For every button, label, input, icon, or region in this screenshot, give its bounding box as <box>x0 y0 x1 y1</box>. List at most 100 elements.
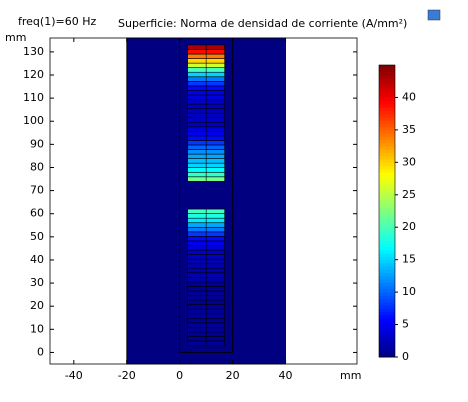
colorbar-swatch <box>379 249 395 254</box>
colorbar-swatch <box>379 129 395 134</box>
colorbar-swatch <box>379 269 395 274</box>
y-tick-label: 70 <box>30 184 44 197</box>
colorbar-swatch <box>379 340 395 345</box>
colorbar-swatch <box>379 211 395 215</box>
colorbar-tick-label: 30 <box>402 155 416 168</box>
export-icon <box>427 9 441 21</box>
colorbar-swatch <box>379 165 395 170</box>
colorbar-swatch <box>379 243 395 248</box>
colorbar-swatch <box>379 168 395 173</box>
x-tick-label: 20 <box>226 369 240 382</box>
colorbar-swatch <box>379 110 395 115</box>
colorbar-swatch <box>379 350 395 355</box>
colorbar-swatch <box>379 172 395 176</box>
colorbar-swatch <box>379 162 395 167</box>
colorbar-swatch <box>379 288 395 293</box>
colorbar-swatch <box>379 97 395 102</box>
y-tick-label: 100 <box>23 114 44 127</box>
colorbar-swatch <box>379 149 395 154</box>
colorbar-swatch <box>379 344 395 348</box>
colorbar-tick-label: 10 <box>402 285 416 298</box>
colorbar-swatch <box>379 181 395 186</box>
colorbar-swatch <box>379 103 395 108</box>
y-tick-label: 0 <box>37 345 44 358</box>
colorbar-swatch <box>379 347 395 352</box>
colorbar-swatch <box>379 81 395 85</box>
y-tick-label: 10 <box>30 322 44 335</box>
x-axis-label: mm <box>340 369 361 382</box>
colorbar-swatch <box>379 155 395 160</box>
colorbar-swatch <box>379 107 395 111</box>
coil-box <box>179 38 234 353</box>
colorbar-swatch <box>379 334 395 339</box>
colorbar-swatch <box>379 240 395 244</box>
x-tick-label: -20 <box>118 369 136 382</box>
colorbar-swatch <box>379 120 395 124</box>
colorbar-swatch <box>379 68 395 72</box>
chart-title: Superficie: Norma de densidad de corrien… <box>118 17 407 30</box>
colorbar-swatch <box>379 256 395 261</box>
colorbar-swatch <box>379 305 395 309</box>
colorbar-swatch <box>379 217 395 222</box>
plot-frame <box>49 37 358 365</box>
colorbar-swatch <box>379 214 395 218</box>
colorbar-swatch <box>379 100 395 105</box>
colorbar-swatch <box>379 113 395 118</box>
colorbar-tick-label: 25 <box>402 188 416 201</box>
y-tick-label: 30 <box>30 276 44 289</box>
colorbar-swatch <box>379 353 395 358</box>
colorbar-swatch <box>379 314 395 319</box>
colorbar-swatch <box>379 146 395 150</box>
x-tick-label: 40 <box>279 369 293 382</box>
colorbar-swatch <box>379 133 395 137</box>
y-tick-label: 120 <box>23 68 44 81</box>
colorbar-swatch <box>379 116 395 121</box>
y-tick-label: 50 <box>30 230 44 243</box>
colorbar-swatch <box>379 159 395 163</box>
colorbar-swatch <box>379 295 395 300</box>
colorbar-swatch <box>379 94 395 98</box>
colorbar-swatch <box>379 318 395 322</box>
colorbar-swatch <box>379 227 395 231</box>
colorbar-swatch <box>379 136 395 141</box>
y-tick-label: 20 <box>30 299 44 312</box>
colorbar-swatch <box>379 87 395 92</box>
y-tick-label: 90 <box>30 137 44 150</box>
colorbar-swatch <box>379 175 395 180</box>
colorbar-swatch <box>379 236 395 241</box>
colorbar-swatch <box>379 139 395 144</box>
colorbar-tick-label: 0 <box>402 350 409 363</box>
colorbar-swatch <box>379 275 395 280</box>
colorbar-swatch <box>379 77 395 82</box>
colorbar-swatch <box>379 282 395 287</box>
colorbar-swatch <box>379 204 395 209</box>
colorbar-swatch <box>379 324 395 329</box>
colorbar-swatch <box>379 259 395 264</box>
annotation: freq(1)=60 Hz <box>18 15 96 28</box>
colorbar-swatch <box>379 207 395 212</box>
colorbar-swatch <box>379 65 395 69</box>
colorbar-swatch <box>379 262 395 267</box>
colorbar-swatch <box>379 266 395 270</box>
colorbar-swatch <box>379 185 395 189</box>
y-axis-label: mm <box>5 31 26 44</box>
colorbar-swatch <box>379 90 395 95</box>
colorbar-swatch <box>379 272 395 277</box>
colorbar-swatch <box>379 74 395 79</box>
colorbar-swatch <box>379 253 395 257</box>
colorbar-swatch <box>379 246 395 251</box>
y-tick-label: 60 <box>30 207 44 220</box>
colorbar-swatch <box>379 321 395 326</box>
y-tick-label: 80 <box>30 160 44 173</box>
colorbar-tick-label: 20 <box>402 220 416 233</box>
x-tick-label: -40 <box>65 369 83 382</box>
colorbar-swatch <box>379 285 395 290</box>
colorbar-swatch <box>379 201 395 206</box>
colorbar-swatch <box>379 279 395 283</box>
colorbar-tick-label: 5 <box>402 318 409 331</box>
colorbar-swatch <box>379 230 395 235</box>
colorbar-swatch <box>379 308 395 313</box>
x-tick-label: 0 <box>176 369 183 382</box>
colorbar-swatch <box>379 123 395 128</box>
